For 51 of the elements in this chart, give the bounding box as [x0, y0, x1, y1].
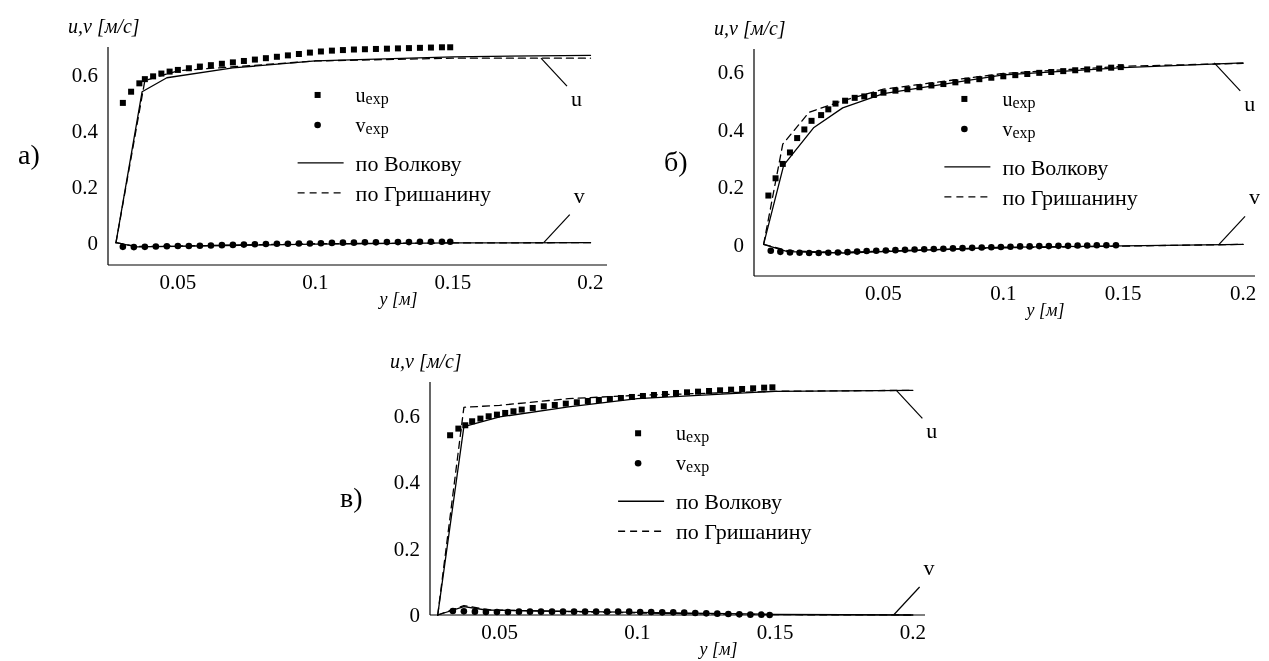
legend-label: по Волкову — [676, 488, 782, 514]
x-axis-title: y [м] — [697, 639, 738, 659]
legend-label: v$_{exp}$ — [355, 113, 389, 139]
y-tick-label: 0.2 — [393, 536, 420, 561]
y-axis-title: u,v [м/с] — [68, 15, 140, 37]
y-tick-label: 0 — [409, 603, 420, 628]
y-tick-label: 0.2 — [717, 175, 744, 200]
annotation: u — [926, 418, 938, 444]
legend-label: u$_{exp}$ — [355, 83, 389, 109]
legend-label: по Гришанину — [676, 518, 812, 544]
x-tick-label: 0.1 — [302, 270, 329, 294]
text: а) — [18, 139, 40, 170]
y-tick-label: 0 — [87, 230, 98, 255]
text: в) — [340, 481, 363, 513]
x-tick-label: 0.15 — [1104, 281, 1142, 305]
legend-label: по Гришанину — [355, 180, 492, 206]
legend-label: по Волкову — [1002, 154, 1109, 180]
x-tick-label: 0.05 — [481, 620, 519, 644]
y-axis-title: u,v [м/с] — [390, 350, 462, 372]
legend-label: u$_{exp}$ — [1002, 87, 1036, 113]
y-tick-label: 0.4 — [71, 119, 99, 144]
y-tick-label: 0.2 — [71, 175, 98, 200]
x-tick-label: 0.2 — [577, 270, 604, 294]
annotation: v — [923, 555, 935, 580]
y-tick-label: 0.6 — [71, 63, 98, 88]
x-axis-title: y [м] — [1024, 300, 1065, 320]
x-tick-label: 0.1 — [990, 281, 1017, 305]
x-tick-label: 0.2 — [899, 620, 926, 644]
annotation: u — [1244, 90, 1256, 116]
legend-label: v$_{exp}$ — [1002, 117, 1036, 143]
annotation: v — [573, 182, 585, 208]
y-tick-label: 0 — [733, 232, 744, 257]
x-tick-label: 0.2 — [1229, 281, 1257, 305]
legend-label: по Волкову — [355, 150, 462, 176]
annotation: v — [1249, 184, 1261, 210]
x-tick-label: 0.05 — [865, 281, 902, 305]
y-tick-label: 0.4 — [393, 470, 421, 495]
x-axis-title: y [м] — [377, 289, 418, 309]
legend-label: v$_{exp}$ — [676, 452, 710, 477]
y-axis-title: u,v [м/с] — [714, 17, 786, 39]
y-tick-label: 0.4 — [717, 117, 745, 142]
x-tick-label: 0.15 — [434, 270, 472, 294]
legend-label: u$_{exp}$ — [676, 422, 710, 447]
y-tick-label: 0.6 — [717, 60, 744, 85]
annotation: u — [570, 86, 582, 112]
y-tick-label: 0.6 — [393, 403, 420, 428]
x-tick-label: 0.1 — [624, 620, 651, 644]
legend-label: по Гришанину — [1002, 184, 1138, 210]
x-tick-label: 0.05 — [159, 270, 197, 294]
text: б) — [664, 145, 688, 177]
x-tick-label: 0.15 — [756, 620, 794, 644]
